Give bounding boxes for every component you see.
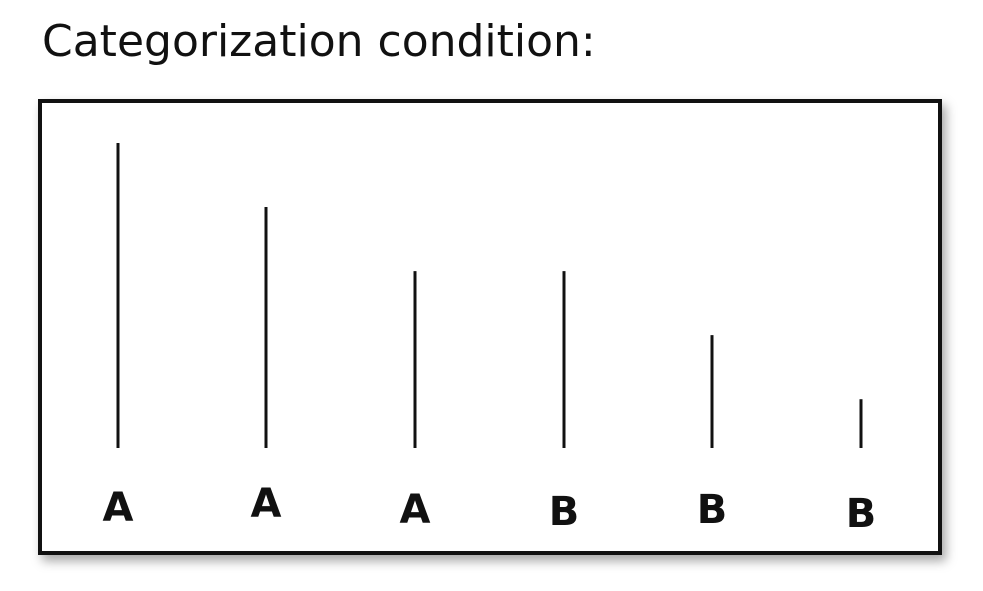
category-label-6: B	[846, 491, 877, 537]
category-label-3: A	[400, 487, 431, 533]
figure-title: Categorization condition:	[42, 16, 596, 67]
category-label-2: A	[251, 481, 282, 527]
category-label-4: B	[549, 489, 580, 535]
category-label-5: B	[697, 487, 728, 533]
category-label-1: A	[103, 485, 134, 531]
